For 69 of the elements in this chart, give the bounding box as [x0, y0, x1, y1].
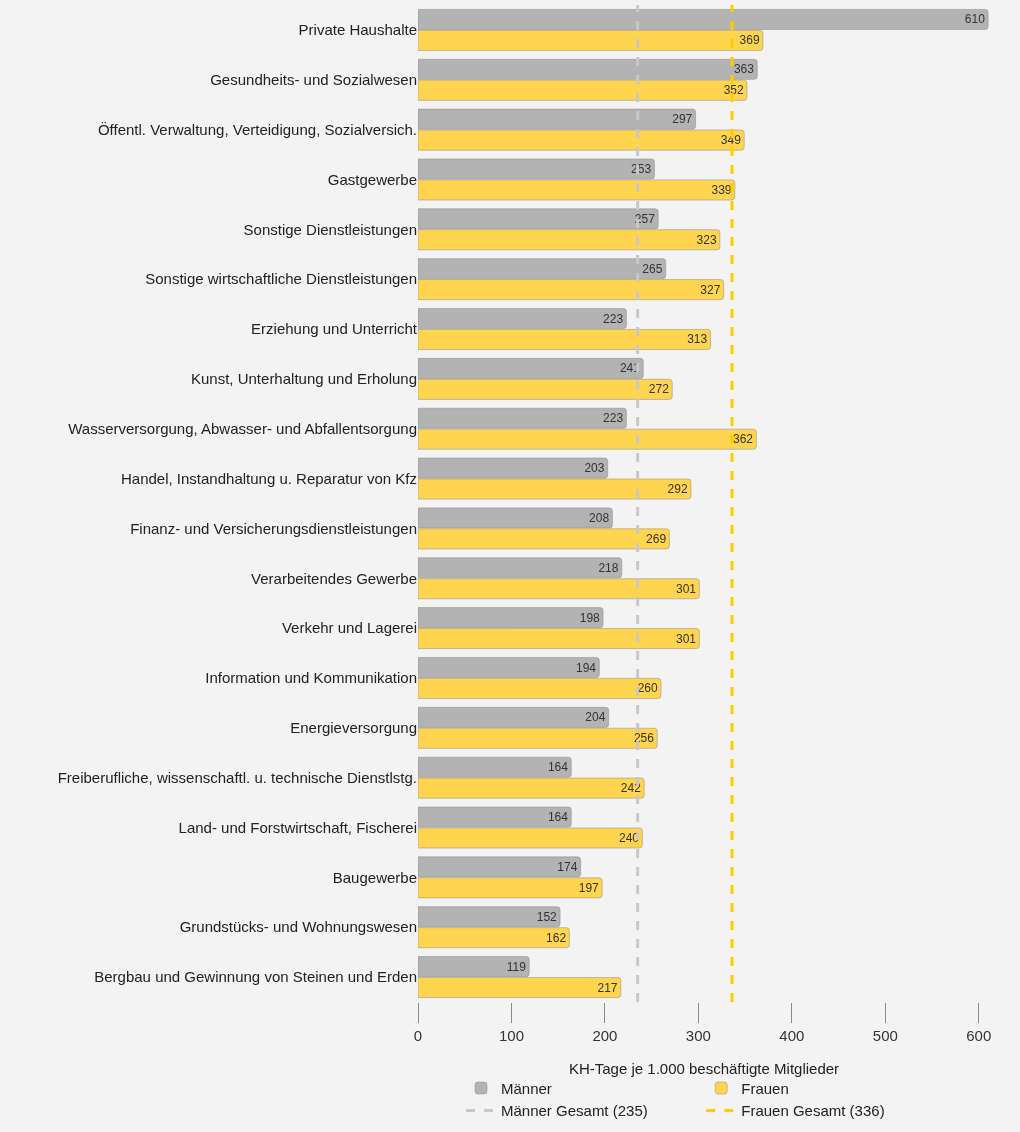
x-tick-label: 200	[592, 1027, 618, 1044]
y-tick-label: Energieversorgung	[290, 719, 417, 737]
data-label: 197	[578, 880, 600, 895]
x-tick-label: 400	[779, 1027, 805, 1044]
y-tick-label: Freiberufliche, wissenschaftl. u. technische Dienstlstg.	[57, 768, 417, 786]
y-tick-label: Bergbau und Gewinnung von Steinen und Erden	[94, 968, 417, 986]
data-label: 162	[546, 930, 567, 945]
x-tick-label: 0	[413, 1027, 423, 1044]
x-tick-label: 100	[498, 1027, 524, 1044]
data-label: 369	[739, 33, 760, 48]
y-tick-label: Gesundheits- und Sozialwesen	[210, 71, 417, 89]
data-label: 223	[603, 411, 624, 426]
data-label: 292	[667, 482, 688, 497]
data-label: 164	[547, 760, 569, 775]
data-label: 164	[547, 810, 569, 825]
x-tick-label: 600	[966, 1027, 992, 1044]
data-label: 327	[700, 282, 721, 297]
data-label: 204	[585, 710, 606, 725]
data-label: 119	[506, 959, 527, 974]
x-tick-label: 300	[685, 1027, 711, 1044]
data-label: 174	[557, 859, 578, 874]
data-label: 301	[675, 581, 697, 596]
y-tick-label: Verkehr und Lagerei	[281, 619, 417, 637]
data-label: 203	[584, 461, 605, 476]
data-label: 218	[598, 560, 619, 575]
legend-label: Männer	[501, 1079, 552, 1097]
data-label: 260	[637, 681, 659, 696]
y-tick-label: Private Haushalte	[298, 21, 417, 39]
y-tick-label: Wasserversorgung, Abwasser- und Abfallentsorgung	[68, 419, 417, 437]
data-label: 362	[732, 432, 754, 447]
y-tick-label: Information und Kommunikation	[205, 669, 417, 687]
data-label: 363	[733, 62, 755, 77]
y-tick-label: Baugewerbe	[332, 868, 417, 886]
data-label: 242	[620, 781, 642, 796]
y-tick-label: Öffentl. Verwaltung, Verteidigung, Sozialversich.	[97, 120, 417, 138]
data-label: 194	[575, 660, 597, 675]
data-label: 256	[633, 731, 655, 746]
data-label: 152	[536, 909, 558, 924]
data-label: 610	[964, 12, 986, 27]
x-axis-title: KH-Tage je 1.000 beschäftigte Mitglieder	[568, 1060, 840, 1077]
data-label: 241	[619, 361, 641, 376]
data-label: 269	[646, 531, 667, 546]
legend-label: Männer Gesamt (235)	[501, 1102, 648, 1120]
data-label: 217	[597, 980, 618, 995]
data-label: 313	[687, 332, 708, 347]
y-tick-label: Kunst, Unterhaltung und Erholung	[191, 370, 417, 388]
data-label: 272	[648, 382, 670, 397]
y-tick-label: Handel, Instandhaltung u. Reparatur von Kfz	[120, 469, 417, 487]
y-tick-label: Gastgewerbe	[327, 170, 417, 188]
y-tick-label: Verarbeitendes Gewerbe	[251, 569, 417, 587]
y-tick-label: Sonstige Dienstleistungen	[243, 220, 417, 238]
data-label: 265	[642, 261, 663, 276]
y-tick-label: Land- und Forstwirtschaft, Fischerei	[178, 818, 417, 836]
y-tick-label: Sonstige wirtschaftliche Dienstleistungen	[145, 270, 417, 288]
data-label: 297	[672, 112, 693, 127]
data-label: 301	[675, 631, 697, 646]
legend-label: Frauen Gesamt (336)	[741, 1102, 885, 1120]
x-tick-label: 500	[872, 1027, 898, 1044]
y-tick-label: Finanz- und Versicherungsdienstleistungen	[130, 519, 417, 537]
data-label: 352	[723, 83, 744, 98]
data-label: 223	[603, 311, 624, 326]
data-label: 323	[696, 232, 717, 247]
y-tick-label: Erziehung und Unterricht	[251, 320, 418, 338]
data-label: 198	[579, 610, 601, 625]
legend-label: Frauen	[741, 1079, 789, 1097]
data-label: 208	[589, 510, 610, 525]
data-label: 253	[631, 162, 652, 177]
data-label: 339	[711, 182, 732, 197]
y-tick-label: Grundstücks- und Wohnungswesen	[179, 918, 417, 936]
